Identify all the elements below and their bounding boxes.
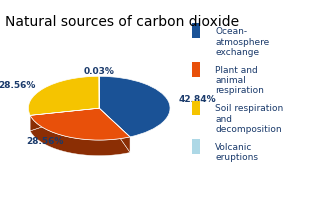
Text: Natural sources of carbon dioxide: Natural sources of carbon dioxide: [4, 15, 239, 29]
Wedge shape: [99, 76, 170, 137]
Text: Soil respiration
and
decomposition: Soil respiration and decomposition: [215, 104, 283, 134]
FancyBboxPatch shape: [192, 101, 200, 115]
Wedge shape: [30, 108, 130, 140]
Text: 42.84%: 42.84%: [179, 95, 216, 105]
Text: 28.56%: 28.56%: [27, 137, 64, 146]
Text: 28.56%: 28.56%: [0, 81, 36, 90]
Text: 0.03%: 0.03%: [84, 67, 115, 76]
FancyBboxPatch shape: [192, 139, 200, 154]
Text: Plant and
animal
respiration: Plant and animal respiration: [215, 66, 264, 95]
Text: Ocean-
atmosphere
exchange: Ocean- atmosphere exchange: [215, 27, 269, 57]
Text: Volcanic
eruptions: Volcanic eruptions: [215, 143, 258, 162]
FancyBboxPatch shape: [192, 24, 200, 38]
Wedge shape: [28, 76, 99, 115]
FancyBboxPatch shape: [192, 62, 200, 77]
Polygon shape: [30, 115, 130, 156]
